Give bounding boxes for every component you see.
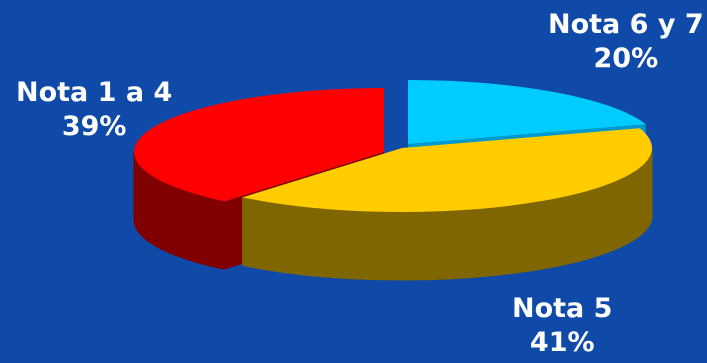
slice-percent: 20% (593, 43, 659, 74)
slice-label-nota-5: Nota 5 41% (512, 292, 612, 360)
slice-top-nota-6-y-7 (408, 80, 646, 144)
slice-percent: 39% (61, 111, 127, 142)
slice-percent: 41% (529, 327, 595, 358)
pie-tops (133, 80, 653, 212)
slice-label-nota-6-y-7: Nota 6 y 7 20% (548, 8, 704, 76)
slice-top-nota-1-a-4 (133, 88, 384, 202)
slice-top-nota-5 (242, 128, 653, 212)
slice-label-nota-1-a-4: Nota 1 a 4 39% (16, 76, 172, 144)
slice-name: Nota 6 y 7 (548, 9, 704, 40)
slice-name: Nota 1 a 4 (16, 77, 173, 108)
slice-name: Nota 5 (512, 293, 613, 324)
